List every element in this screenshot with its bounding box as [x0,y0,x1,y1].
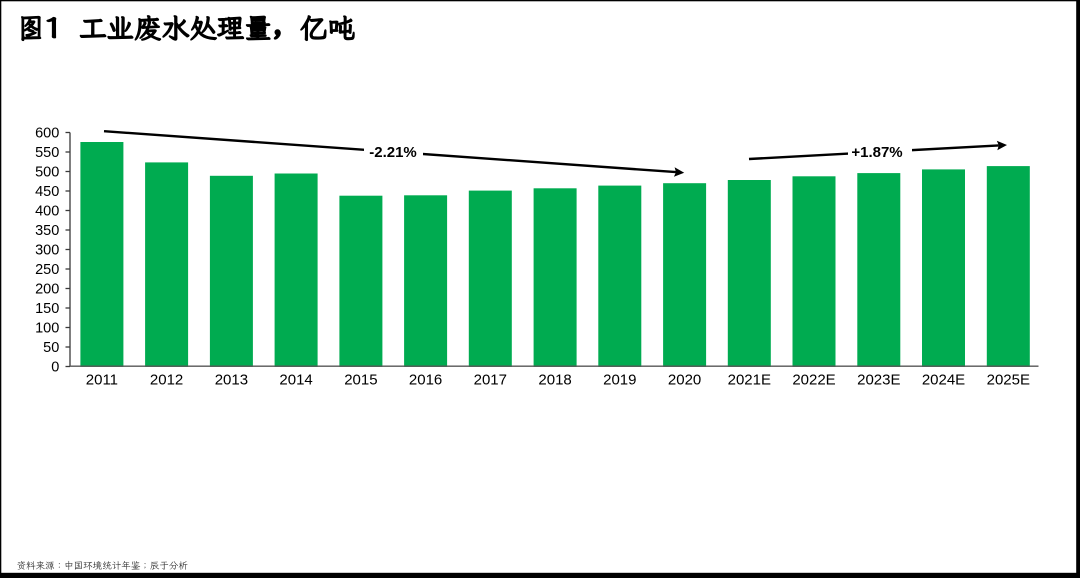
svg-text:2011: 2011 [86,372,118,389]
svg-text:400: 400 [35,204,59,220]
svg-text:2019: 2019 [603,372,636,389]
svg-text:2012: 2012 [150,372,183,389]
svg-text:2013: 2013 [215,372,248,389]
svg-text:500: 500 [35,165,59,181]
svg-text:300: 300 [35,243,59,259]
svg-text:50: 50 [43,340,59,356]
svg-text:-2.21%: -2.21% [369,144,417,161]
svg-text:2015: 2015 [344,372,377,389]
svg-text:2020: 2020 [668,372,701,389]
svg-text:2023E: 2023E [857,372,900,389]
svg-text:0: 0 [51,360,59,376]
svg-text:150: 150 [35,301,59,317]
svg-text:450: 450 [35,184,59,200]
svg-text:2017: 2017 [474,372,507,389]
svg-text:200: 200 [35,282,59,298]
svg-text:+1.87%: +1.87% [851,144,902,161]
svg-text:2018: 2018 [538,372,571,389]
svg-text:2025E: 2025E [987,372,1030,389]
svg-text:250: 250 [35,262,59,278]
svg-text:2024E: 2024E [922,372,965,389]
svg-text:350: 350 [35,223,59,239]
svg-text:550: 550 [35,145,59,161]
svg-text:2021E: 2021E [728,372,771,389]
svg-text:2014: 2014 [279,372,312,389]
svg-text:2016: 2016 [409,372,442,389]
svg-text:600: 600 [35,126,59,142]
svg-text:100: 100 [35,321,59,337]
svg-text:2022E: 2022E [792,372,835,389]
